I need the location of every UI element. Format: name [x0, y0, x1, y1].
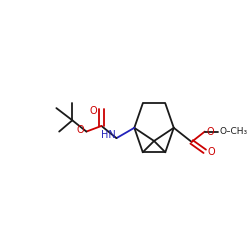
- Text: O: O: [77, 125, 84, 135]
- Text: O: O: [207, 127, 214, 137]
- Text: O: O: [89, 106, 97, 116]
- Text: O: O: [208, 147, 215, 157]
- Text: O–CH₃: O–CH₃: [220, 127, 248, 136]
- Text: HN: HN: [101, 130, 116, 140]
